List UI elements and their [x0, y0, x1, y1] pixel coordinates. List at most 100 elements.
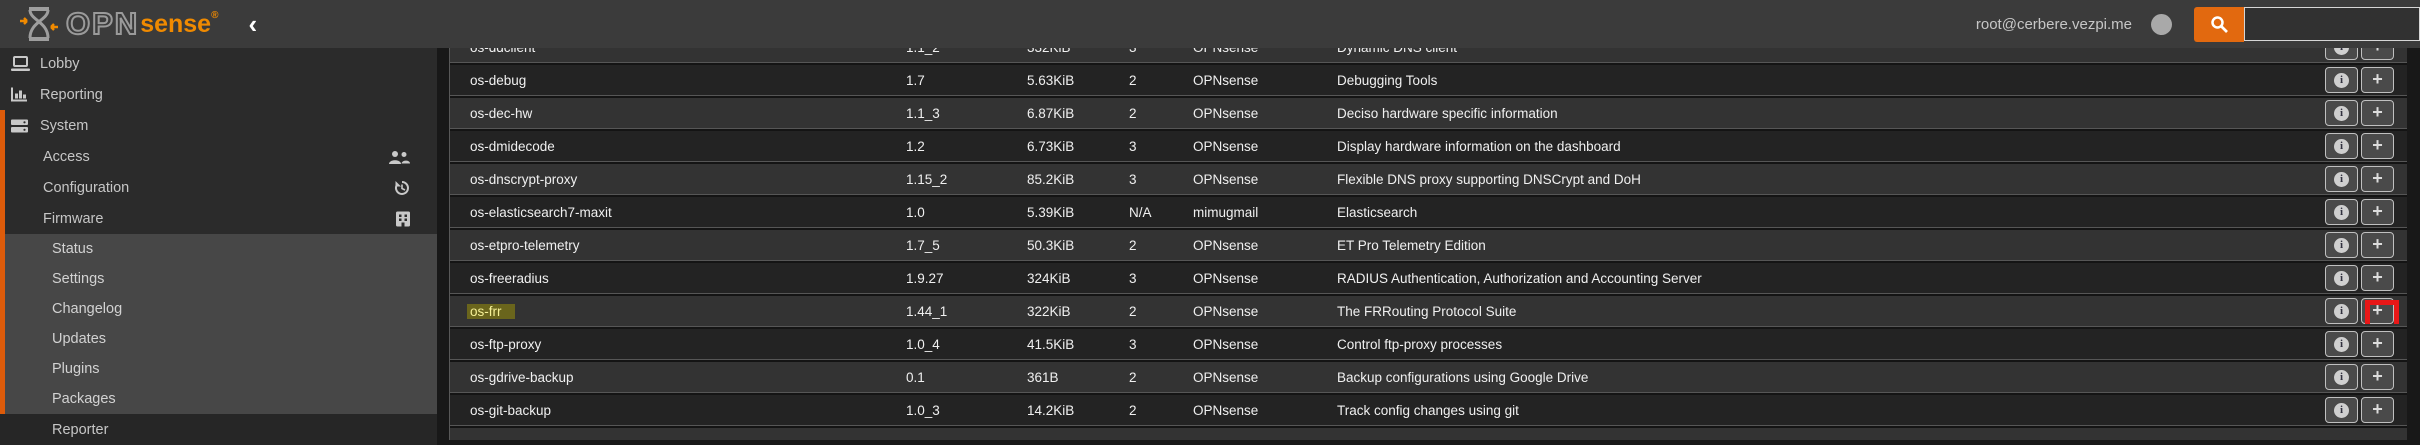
plugin-version: 1.15_2 — [906, 171, 948, 187]
info-button[interactable]: i — [2325, 298, 2358, 324]
row-separator — [450, 326, 2407, 329]
table-row: os-dmidecode 1.2 6.73KiB 3 OPNsense Disp… — [450, 131, 2407, 161]
search-button[interactable] — [2194, 6, 2244, 42]
info-button[interactable]: i — [2325, 100, 2358, 126]
top-navbar: OPN sense® ‹ root@cerbere.vezpi.me — [0, 0, 2420, 48]
partial-row-bottom — [450, 428, 2407, 440]
info-button[interactable]: i — [2325, 48, 2358, 60]
install-plus-button[interactable]: + — [2361, 48, 2394, 60]
info-button[interactable]: i — [2325, 166, 2358, 192]
table-row: os-freeradius 1.9.27 324KiB 3 OPNsense R… — [450, 263, 2407, 293]
install-plus-button[interactable]: + — [2361, 364, 2394, 390]
sidebar-item-firmware[interactable]: Firmware — [0, 203, 437, 234]
sidebar-label: Configuration — [43, 179, 130, 196]
status-dot — [2151, 13, 2172, 35]
sidebar-label: Updates — [52, 331, 107, 347]
plugin-name: os-ddclient — [470, 48, 535, 55]
active-section-stripe — [0, 110, 5, 414]
opnsense-logo[interactable]: OPN sense® — [18, 5, 219, 42]
sidebar-label: Plugins — [52, 361, 100, 377]
info-icon-glyph: i — [2339, 172, 2344, 185]
plugin-licence-count: 2 — [1129, 402, 1137, 418]
registered-mark: ® — [211, 9, 219, 21]
sidebar-item-configuration[interactable]: Configuration — [0, 172, 437, 203]
info-button[interactable]: i — [2325, 133, 2358, 159]
search-input[interactable] — [2244, 7, 2420, 41]
plugin-repository: OPNsense — [1193, 105, 1259, 121]
sidebar-item-reporter[interactable]: Reporter — [0, 414, 437, 445]
plugin-name: os-elasticsearch7-maxit — [470, 204, 612, 220]
row-separator — [450, 95, 2407, 98]
install-plus-button[interactable]: + — [2361, 298, 2394, 324]
plugin-repository: OPNsense — [1193, 72, 1259, 88]
plugin-repository: OPNsense — [1193, 402, 1259, 418]
sidebar-item-reporting[interactable]: Reporting — [0, 79, 437, 110]
firmware-icon — [396, 211, 410, 226]
sidebar-item-updates[interactable]: Updates — [0, 324, 437, 354]
plus-icon: + — [2372, 399, 2383, 419]
install-plus-button[interactable]: + — [2361, 166, 2394, 192]
plugin-licence-count: 2 — [1129, 369, 1137, 385]
plus-icon: + — [2372, 300, 2383, 320]
install-plus-button[interactable]: + — [2361, 199, 2394, 225]
sidebar-item-plugins[interactable]: Plugins — [0, 354, 437, 384]
info-button[interactable]: i — [2325, 199, 2358, 225]
sidebar-item-packages[interactable]: Packages — [0, 384, 437, 414]
install-plus-button[interactable]: + — [2361, 232, 2394, 258]
info-button[interactable]: i — [2325, 364, 2358, 390]
plugin-version: 1.7 — [906, 72, 925, 88]
sidebar-item-access[interactable]: Access — [0, 141, 437, 172]
table-row: os-dec-hw 1.1_3 6.87KiB 2 OPNsense Decis… — [450, 98, 2407, 128]
install-plus-button[interactable]: + — [2361, 133, 2394, 159]
plugin-description: ET Pro Telemetry Edition — [1337, 237, 1486, 253]
plugin-repository: OPNsense — [1193, 270, 1259, 286]
info-button[interactable]: i — [2325, 331, 2358, 357]
plugin-size: 6.87KiB — [1027, 105, 1075, 121]
plugin-name: os-etpro-telemetry — [470, 237, 580, 253]
sidebar-label: Lobby — [40, 55, 80, 72]
install-plus-button[interactable]: + — [2361, 100, 2394, 126]
plugin-version: 1.7_5 — [906, 237, 940, 253]
info-icon: i — [2334, 237, 2349, 253]
plugin-licence-count: 3 — [1129, 171, 1137, 187]
install-plus-button[interactable]: + — [2361, 397, 2394, 423]
plugin-description: Dynamic DNS client — [1330, 48, 2315, 55]
sidebar-label: Packages — [52, 391, 116, 407]
table-row: os-elasticsearch7-maxit 1.0 5.39KiB N/A … — [450, 197, 2407, 227]
sidebar-label: Reporter — [52, 421, 109, 438]
plugin-version: 1.1_2 — [900, 48, 1020, 55]
sidebar-label: Firmware — [43, 210, 104, 227]
plugin-description: Deciso hardware specific information — [1337, 105, 1558, 121]
plugin-rows: os-debug 1.7 5.63KiB 2 OPNsense Debuggin… — [450, 65, 2407, 428]
row-separator — [450, 128, 2407, 131]
install-plus-button[interactable]: + — [2361, 265, 2394, 291]
sidebar-item-status[interactable]: Status — [0, 234, 437, 264]
sidebar-item-settings[interactable]: Settings — [0, 264, 437, 294]
sidebar-item-system[interactable]: System — [0, 110, 437, 141]
plus-icon: + — [2372, 69, 2383, 89]
brand-text-opn: OPN — [65, 5, 140, 42]
sidebar-label: Status — [52, 241, 94, 257]
plugin-name: os-gdrive-backup — [470, 369, 574, 385]
system-icon — [11, 119, 28, 132]
info-button[interactable]: i — [2325, 397, 2358, 423]
table-row: os-dnscrypt-proxy 1.15_2 85.2KiB 3 OPNse… — [450, 164, 2407, 194]
plugin-repository: OPNsense — [1193, 303, 1259, 319]
table-row: os-etpro-telemetry 1.7_5 50.3KiB 2 OPNse… — [450, 230, 2407, 260]
plugin-description: Track config changes using git — [1337, 402, 1519, 418]
plus-icon: + — [2372, 102, 2383, 122]
table-row: os-debug 1.7 5.63KiB 2 OPNsense Debuggin… — [450, 65, 2407, 95]
plugin-repository: OPNsense — [1193, 138, 1259, 154]
info-button[interactable]: i — [2325, 265, 2358, 291]
collapse-sidebar-chevron[interactable]: ‹ — [248, 9, 258, 39]
info-icon-glyph: i — [2339, 337, 2344, 350]
sidebar-item-lobby[interactable]: Lobby — [0, 48, 437, 79]
plugin-size: 322KiB — [1027, 303, 1071, 319]
info-button[interactable]: i — [2325, 67, 2358, 93]
info-button[interactable]: i — [2325, 232, 2358, 258]
sidebar-item-changelog[interactable]: Changelog — [0, 294, 437, 324]
info-icon-glyph: i — [2340, 48, 2343, 53]
install-plus-button[interactable]: + — [2361, 67, 2394, 93]
install-plus-button[interactable]: + — [2361, 331, 2394, 357]
row-separator — [450, 194, 2407, 197]
